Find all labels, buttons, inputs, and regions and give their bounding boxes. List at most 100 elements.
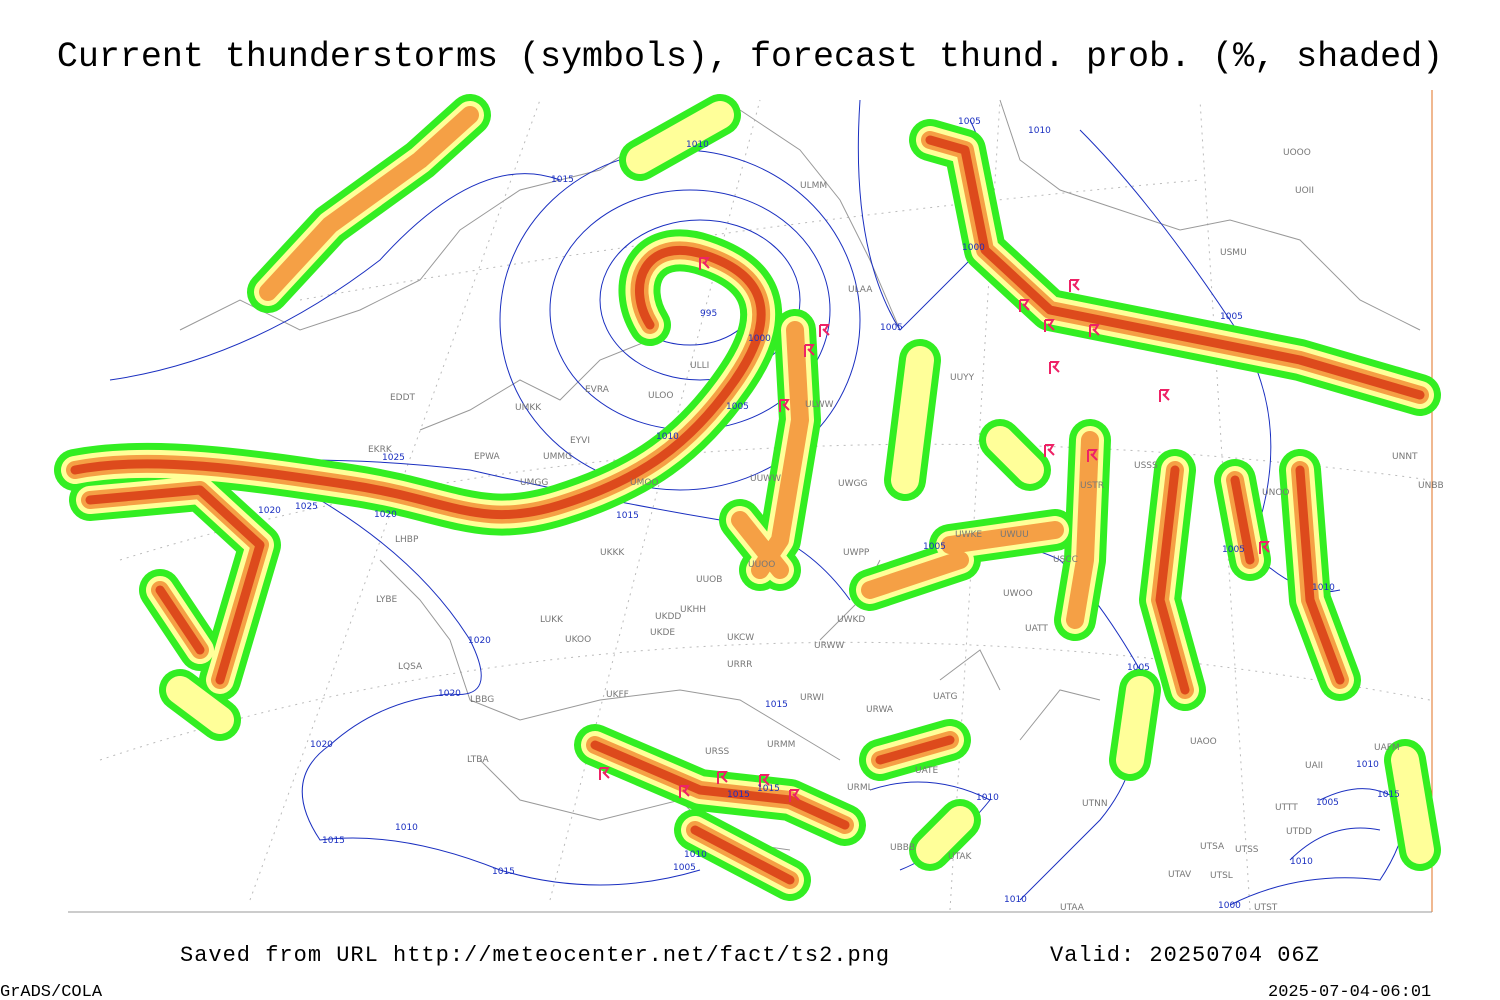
isobar-label: 1005 [726,402,749,412]
station-label: UTAV [1168,870,1192,880]
isobar-label: 1005 [1222,545,1245,555]
station-label: UUOB [696,575,722,585]
map-area: ULMM ULAA ULLI EVRA ULOO UMKK EYVI EDDT EKRK EPWA… [68,90,1444,913]
isobar-label: 1015 [765,700,788,710]
station-label: URWA [866,705,894,715]
isobar-label: 1005 [958,117,981,127]
valid-time: Valid: 20250704 06Z [1050,943,1320,968]
station-label: UKOO [565,635,591,645]
station-label: UATG [933,692,958,702]
station-label: ULMM [800,181,827,191]
station-label: URML [847,783,873,793]
software: GrADS/COLA [0,983,103,1000]
isobar-label: 1020 [438,689,461,699]
isobar-label: 1005 [673,863,696,873]
station-label: UOOO [1283,148,1311,158]
isobar-label: 1015 [727,790,750,800]
station-label: UOII [1295,186,1314,196]
isobar-label: 1015 [492,867,515,877]
isobar-label: 995 [700,309,717,319]
isobar-label: 1015 [616,511,639,521]
station-label: LYBE [376,595,397,605]
station-label: UWUU [1000,530,1029,540]
station-label: UNNT [1392,452,1418,462]
isobar-label: 1015 [322,836,345,846]
station-label: UKKK [600,548,625,558]
station-label: UNOO [1262,488,1290,498]
station-label: UKHH [680,605,706,615]
station-label: UTAA [1060,903,1085,913]
station-label: URWW [814,641,844,651]
station-label: EDDT [390,393,416,403]
isobar-label: 1020 [310,740,333,750]
station-label: UTTT [1275,803,1298,813]
source-url: Saved from URL http://meteocenter.net/fa… [180,943,890,968]
station-label: UATT [1025,624,1048,634]
station-label: UKFF [606,690,629,700]
station-label: UUOO [748,560,775,570]
isobar-label: 1010 [656,432,679,442]
isobar-label: 1015 [757,784,780,794]
isobar-label: 1020 [468,636,491,646]
isobar-label: 1010 [684,850,707,860]
station-label: USSS [1134,461,1158,471]
station-label: URMM [767,740,795,750]
timestamp: 2025-07-04-06:01 [1268,983,1431,1000]
station-label: LTBA [467,755,489,765]
station-label: UTSL [1210,871,1233,881]
isobar-label: 1000 [748,334,771,344]
isobar-label: 1010 [1004,895,1027,905]
station-label: UBBB [890,843,915,853]
station-label: UWOO [1003,589,1033,599]
station-label: LQSA [398,662,423,672]
station-label: ULLI [690,361,709,371]
station-label: UUYY [950,373,975,383]
station-label: UTAK [948,852,973,862]
station-label: LUKK [540,615,564,625]
station-label: ULOO [648,391,673,401]
isobar-label: 1025 [295,502,318,512]
isobar-label: 1000 [962,243,985,253]
station-label: UMOO [630,478,659,488]
isobar-label: 1005 [1127,663,1150,673]
station-label: ULAA [848,285,873,295]
isobar-label: 1010 [976,793,999,803]
isobar-label: 1005 [1316,798,1339,808]
station-label: USMU [1220,248,1247,258]
station-label: UTST [1254,903,1278,913]
station-label: USTR [1080,481,1104,491]
station-label: UAFM [1374,743,1400,753]
isobar-label: 1010 [1290,857,1313,867]
station-label: UTSS [1235,845,1259,855]
station-label: UTDD [1286,827,1312,837]
station-label: USCC [1053,555,1078,565]
station-label: EYVI [570,436,590,446]
station-label: EVRA [585,385,610,395]
station-label: URWI [800,693,824,703]
station-label: UWPP [843,548,870,558]
station-label: UMMG [543,452,572,462]
station-label: UMKK [515,403,542,413]
station-label: UKDD [655,612,681,622]
isobar-label: 1005 [880,323,903,333]
isobar-label: 1015 [551,175,574,185]
station-label: UTSA [1200,842,1225,852]
station-label: UUWW [750,474,781,484]
station-label: UWKE [955,530,982,540]
station-label: UAOO [1190,737,1217,747]
station-label: UKDE [650,628,675,638]
graticule [99,99,1431,911]
station-label: UNBB [1418,481,1444,491]
station-label: ULWW [805,400,834,410]
title: Current thunderstorms (symbols), forecas… [57,37,1443,77]
station-label: URSS [705,747,730,757]
isobar-label: 1010 [395,823,418,833]
isobar-label: 1005 [1220,312,1243,322]
station-label: UAII [1305,761,1323,771]
isobar-label: 1010 [1312,583,1335,593]
station-label: UWGG [838,479,867,489]
station-label: LHBP [395,535,419,545]
station-label: URRR [727,660,752,670]
isobar-label: 1010 [1028,126,1051,136]
